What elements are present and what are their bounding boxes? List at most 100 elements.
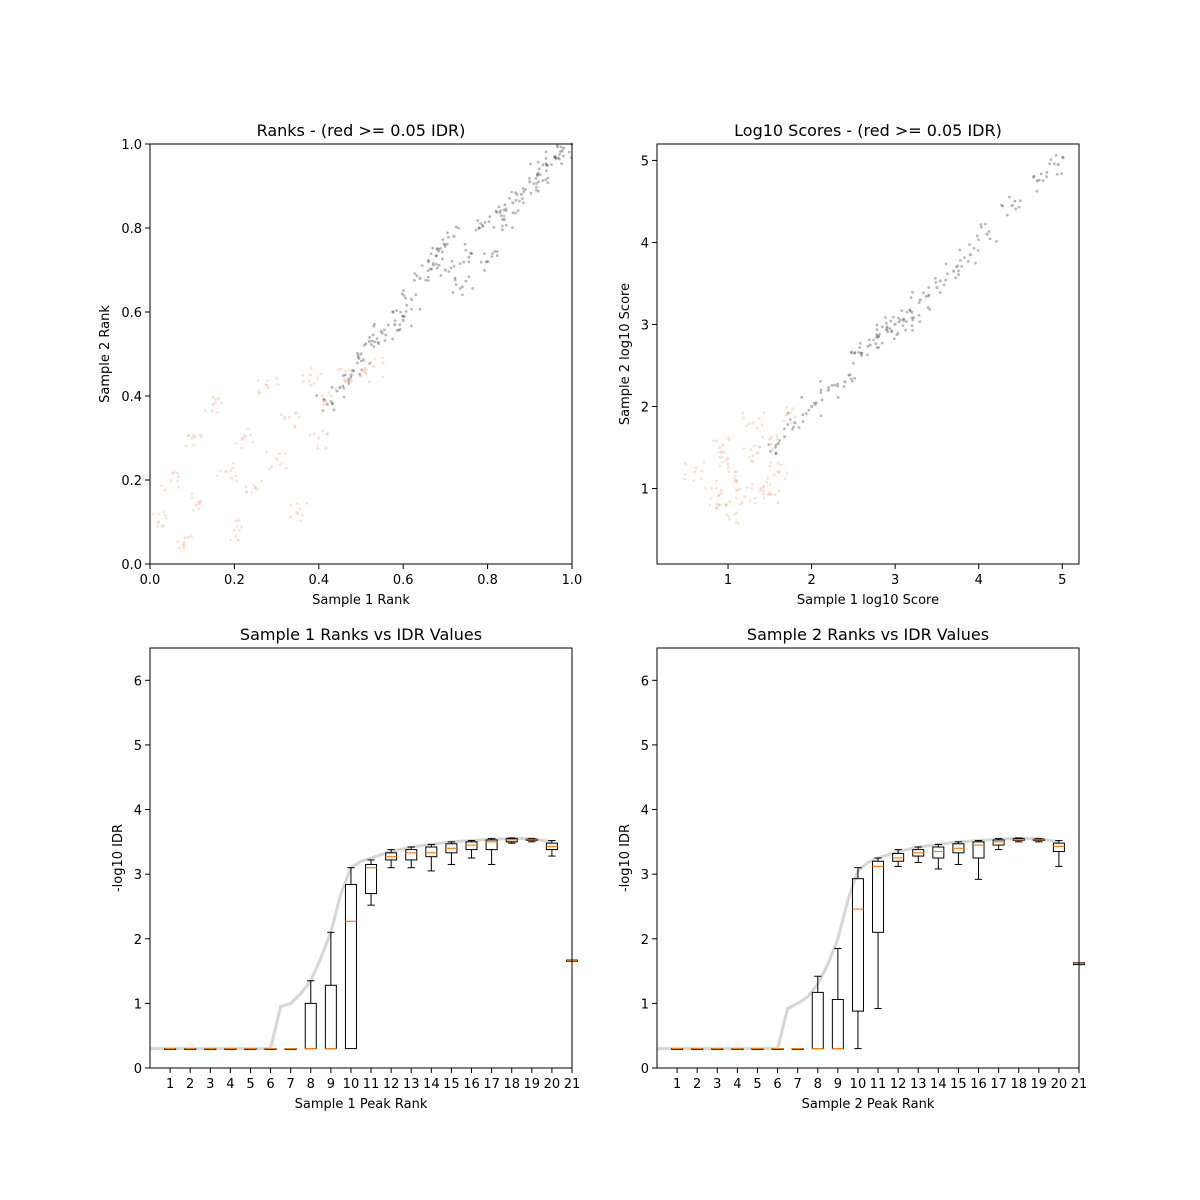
scatter-point — [182, 544, 186, 547]
scatter-point — [867, 338, 871, 342]
scatter-point — [736, 489, 740, 493]
scatter-point — [732, 476, 736, 480]
scatter-point — [738, 487, 742, 491]
scatter-point — [203, 409, 207, 413]
scatter-point — [814, 401, 818, 405]
scatter-point — [694, 466, 698, 470]
scatter-point — [339, 367, 343, 371]
scatter-point — [827, 385, 831, 389]
scatter-point — [341, 384, 345, 388]
x-tick-label: 9 — [834, 1077, 842, 1092]
scatter-point — [554, 156, 558, 160]
ranks-y-ticks: 0.0 0.2 0.4 0.6 0.8 1.0 — [121, 138, 150, 573]
scatter-point — [556, 145, 559, 149]
scatter-point — [200, 435, 203, 438]
sample2-idr-boxes — [671, 837, 1085, 1050]
y-tick-label: 5 — [641, 739, 649, 754]
scatter-point — [511, 211, 515, 215]
sample1-idr-x-ticks: 1 2 3 4 5 6 7 8 9 10 11 12 13 14 15 16 17 18 19 20 21 — [166, 1068, 580, 1092]
scatter-point — [783, 427, 786, 431]
scatter-point — [758, 489, 762, 493]
scatter-point — [559, 150, 562, 153]
scatter-point — [450, 259, 454, 263]
scatter-point — [316, 377, 319, 380]
scatter-point — [908, 309, 912, 313]
scatter-point — [905, 310, 909, 314]
scatter-point — [481, 223, 485, 227]
scatter-point — [244, 485, 248, 489]
scatter-point — [514, 198, 518, 202]
y-tick-label: 1.0 — [121, 138, 142, 153]
scatter-point — [426, 279, 430, 282]
scatter-point — [323, 398, 326, 402]
scatter-point — [734, 511, 738, 515]
x-tick-label: 10 — [343, 1077, 360, 1092]
x-tick-label: 4 — [226, 1077, 234, 1092]
scatter-point — [332, 408, 336, 412]
scatter-point — [987, 230, 991, 233]
scatter-point — [502, 218, 507, 222]
scatter-point — [896, 316, 900, 320]
scatter-point — [872, 338, 876, 342]
sample2-idr-title: Sample 2 Ranks vs IDR Values — [747, 625, 989, 644]
scatter-point — [853, 377, 857, 380]
scatter-point — [749, 448, 753, 452]
y-tick-label: 3 — [641, 868, 649, 883]
scatter-point — [270, 465, 274, 468]
scatter-point — [774, 451, 778, 455]
scatter-point — [499, 209, 502, 213]
scatter-point — [726, 436, 730, 440]
scatter-point — [536, 171, 540, 175]
sample2-idr-x-ticks: 1 2 3 4 5 6 7 8 9 10 11 12 13 14 15 16 17 18 19 20 21 — [673, 1068, 1087, 1092]
scatter-point — [401, 318, 405, 322]
x-tick-label: 15 — [443, 1077, 460, 1092]
scatter-point — [1035, 179, 1039, 183]
x-tick-label: 0.0 — [140, 573, 161, 588]
scatter-point — [1056, 162, 1060, 167]
sample2-idr-y-ticks: 0 1 2 3 4 5 6 — [641, 674, 657, 1077]
box-body — [425, 846, 438, 858]
scatter-point — [331, 402, 335, 405]
scatter-point — [461, 293, 464, 297]
scatter-point — [236, 538, 240, 542]
scatter-point — [347, 382, 351, 386]
scatter-point — [793, 420, 796, 424]
scatter-point — [464, 279, 468, 283]
scatter-point — [545, 163, 549, 167]
scatter-point — [988, 237, 992, 241]
scatter-point — [734, 488, 738, 492]
scatter-point — [954, 276, 957, 280]
scatter-point — [758, 445, 761, 449]
scatter-point — [878, 332, 881, 336]
scatter-point — [724, 504, 728, 507]
box-body — [324, 984, 337, 1050]
scatter-point — [935, 285, 939, 290]
scatter-point — [851, 361, 855, 365]
scatter-point — [324, 446, 328, 450]
box-9 — [324, 931, 337, 1050]
scatter-point — [782, 419, 786, 423]
scatter-point — [305, 501, 309, 505]
scatter-point — [874, 342, 878, 346]
scatter-point — [511, 226, 514, 230]
scatter-point — [881, 325, 884, 329]
scatter-point — [161, 525, 164, 528]
x-tick-label: 18 — [1010, 1077, 1027, 1092]
scatter-point — [849, 351, 853, 355]
x-tick-label: 13 — [910, 1077, 927, 1092]
scatter-point — [532, 182, 536, 186]
scatter-point — [499, 214, 503, 218]
box-14 — [425, 843, 438, 872]
scatter-point — [298, 416, 301, 419]
scatter-point — [440, 257, 444, 261]
scatter-point — [495, 250, 499, 254]
scatter-point — [813, 403, 817, 407]
scatter-point — [321, 429, 325, 433]
scatter-point — [343, 373, 347, 377]
scatter-point — [850, 350, 853, 354]
scatter-point — [761, 492, 765, 496]
scatter-point — [715, 507, 718, 511]
scatter-point — [504, 223, 508, 227]
scatter-point — [900, 309, 904, 313]
scatter-point — [264, 450, 268, 454]
